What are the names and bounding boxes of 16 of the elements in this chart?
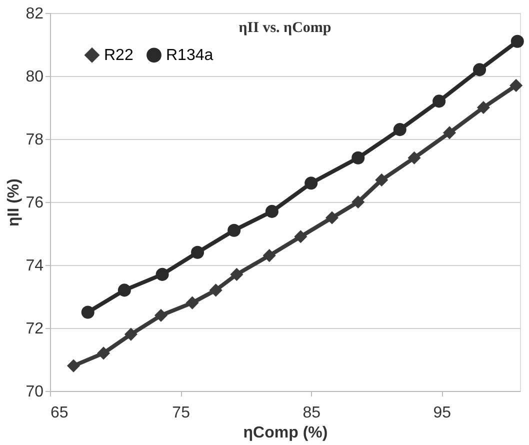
y-tick-label: 80 [26, 68, 44, 86]
legend-label: R22 [104, 47, 134, 64]
y-tick-label: 72 [26, 320, 44, 338]
y-tick-label: 78 [26, 132, 44, 148]
y-tick-label: 82 [26, 6, 44, 22]
x-tick-label: 85 [302, 404, 321, 422]
legend-label: R134a [166, 47, 214, 64]
x-axis-title: ηComp (%) [243, 424, 328, 442]
x-tick-label: 75 [172, 404, 190, 422]
y-tick-label: 74 [26, 258, 44, 274]
y-tick-label: 76 [26, 194, 44, 212]
y-axis-title: ηII (%) [6, 178, 23, 226]
chart-title: ηII vs. ηComp [238, 20, 332, 36]
x-tick-label: 65 [50, 404, 68, 422]
y-tick-label: 70 [26, 384, 44, 400]
x-tick-label: 95 [433, 404, 452, 422]
